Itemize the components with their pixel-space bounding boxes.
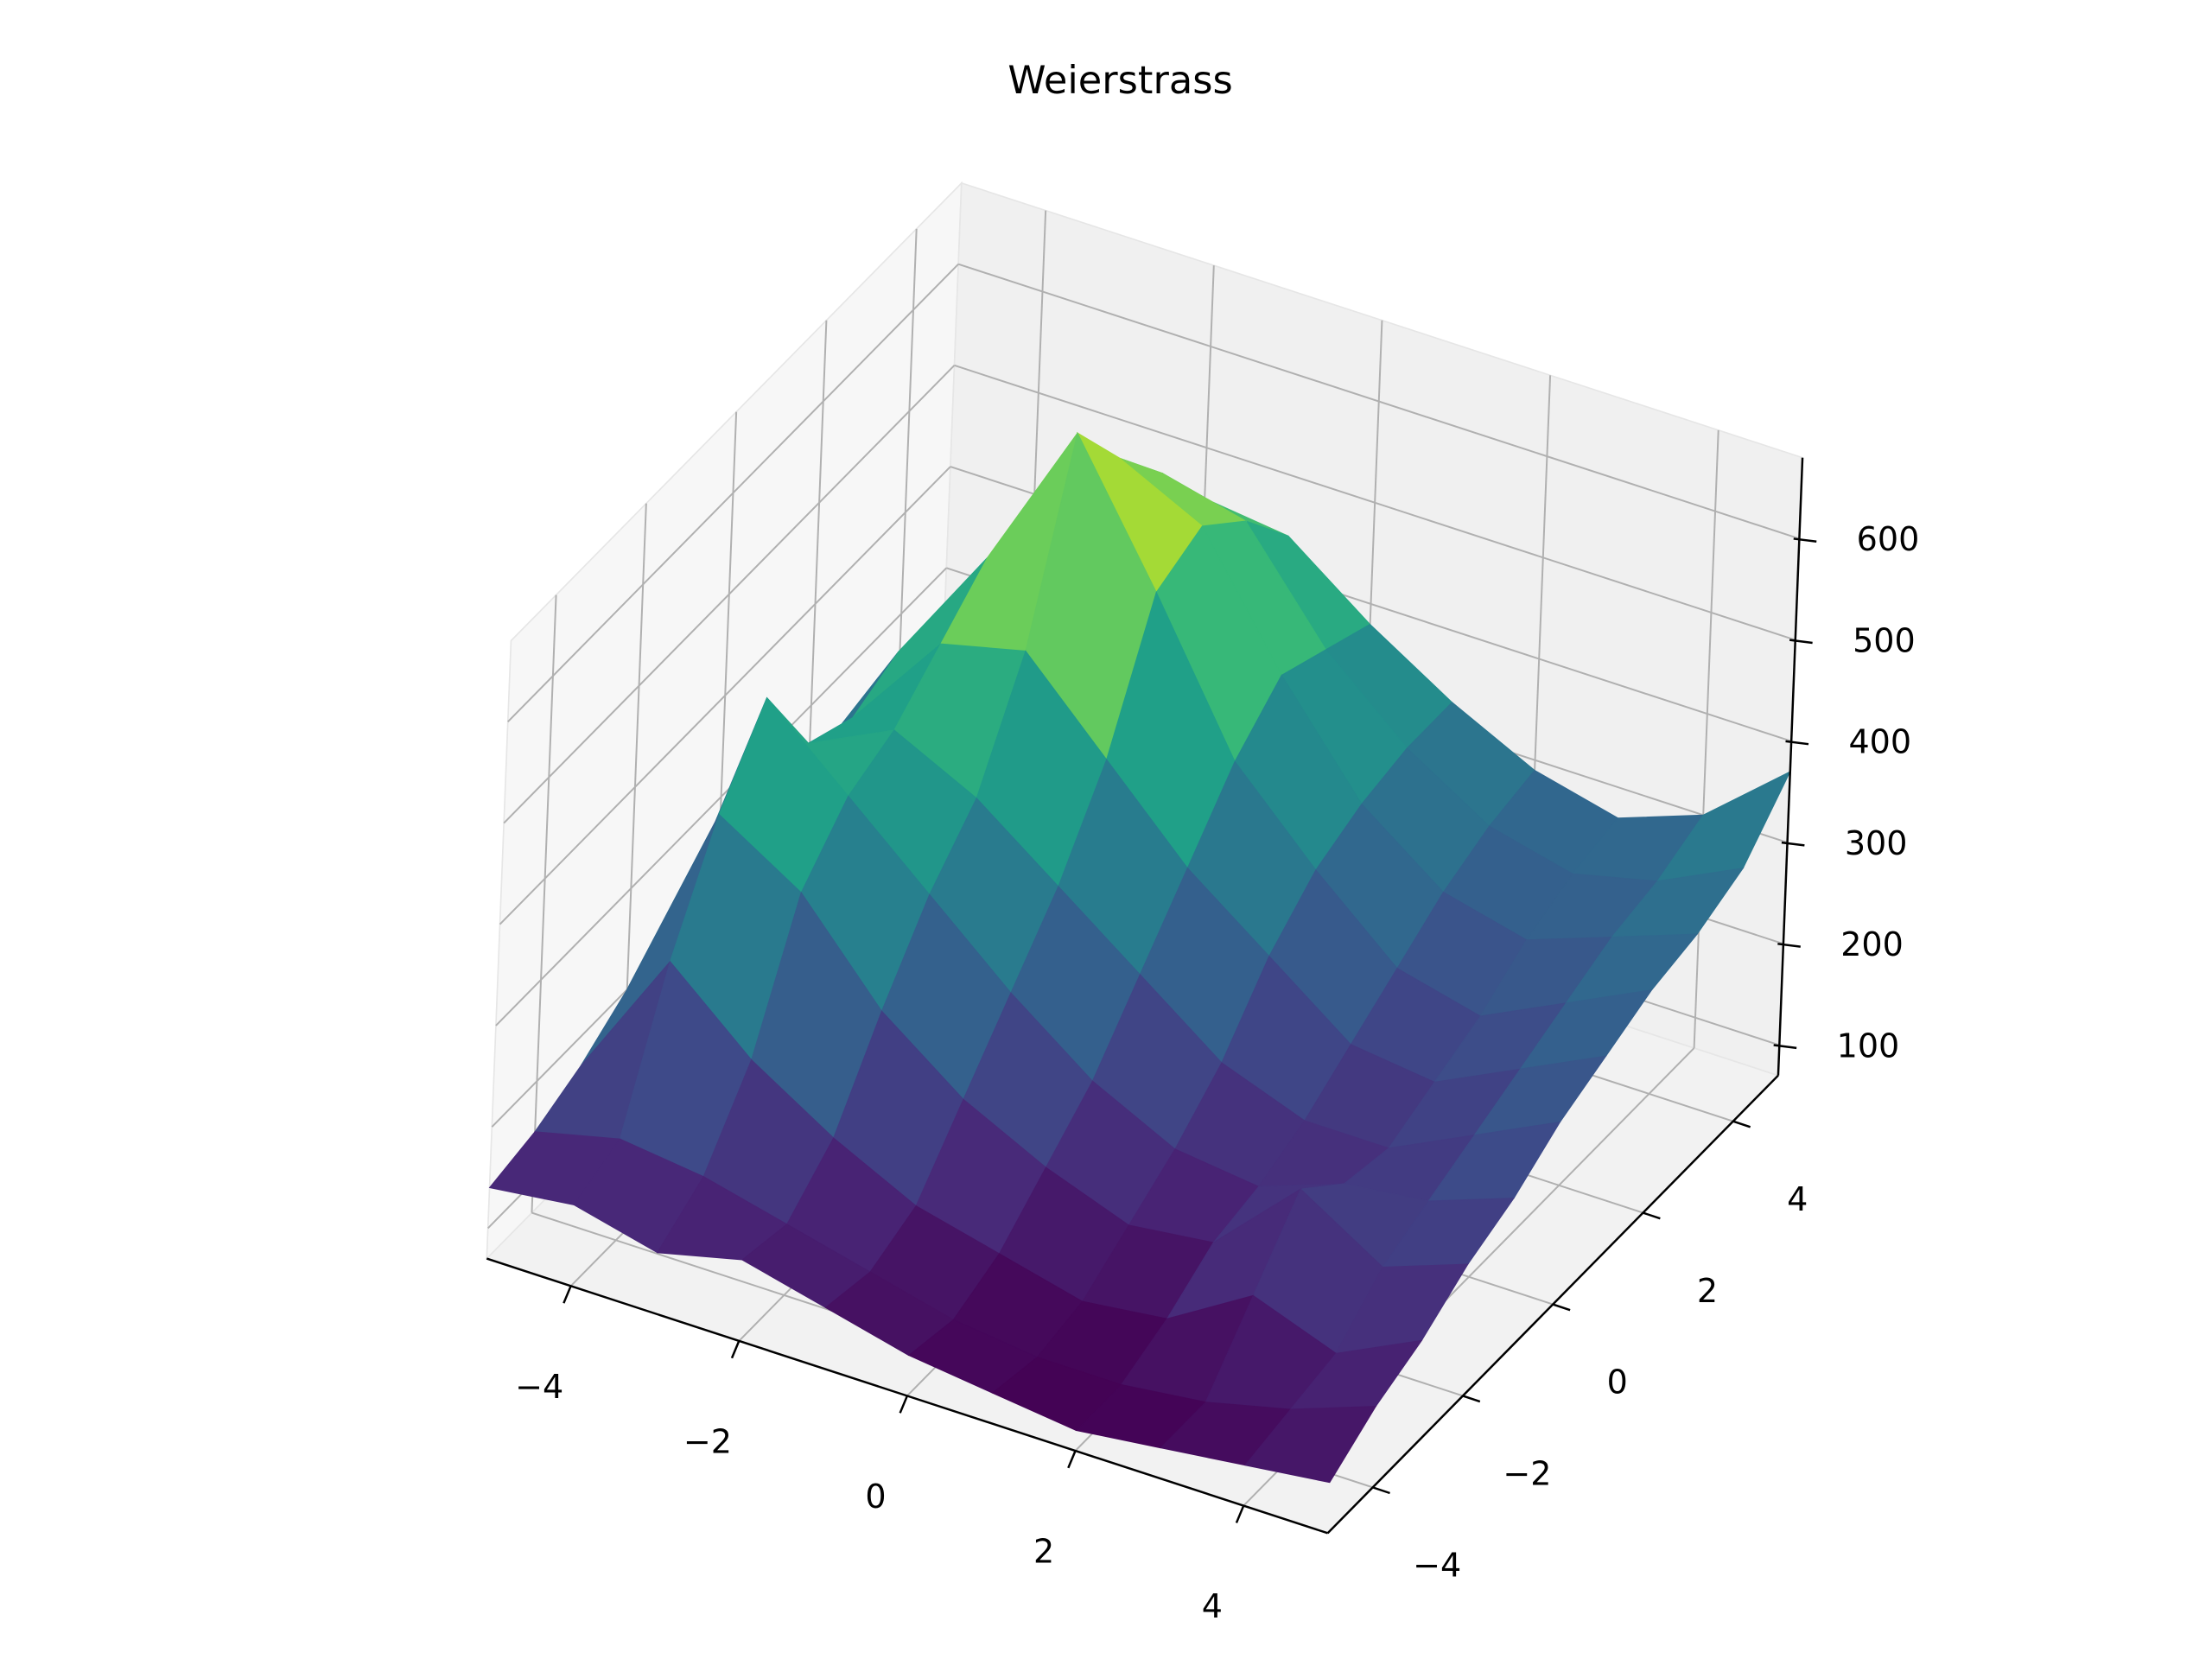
y-tick — [1643, 1211, 1661, 1220]
grid-line — [954, 364, 1796, 641]
x-tick-label: −2 — [683, 1423, 732, 1461]
grid-line — [531, 594, 557, 1213]
y-tick-label: 4 — [1787, 1180, 1808, 1218]
chart-title: Weierstrass — [1007, 58, 1232, 103]
grid-line — [1693, 429, 1719, 1048]
y-tick — [1552, 1303, 1571, 1312]
z-tick — [1777, 943, 1801, 948]
axis-line — [1777, 457, 1804, 1076]
y-tick-label: 0 — [1607, 1363, 1628, 1402]
grid-line — [503, 365, 956, 824]
z-tick-label: 100 — [1837, 1027, 1900, 1065]
surface-patch — [1244, 1406, 1377, 1484]
grid-line — [495, 567, 948, 1027]
x-tick — [1067, 1450, 1077, 1469]
z-tick — [1773, 1044, 1797, 1050]
y-tick — [1462, 1395, 1481, 1403]
y-tick-label: 2 — [1697, 1272, 1718, 1310]
x-tick — [563, 1285, 572, 1304]
grid-line — [957, 263, 1800, 540]
x-tick-label: 2 — [1033, 1533, 1054, 1571]
y-tick — [1732, 1120, 1751, 1128]
grid-line — [507, 263, 959, 722]
x-tick-label: 0 — [865, 1478, 886, 1516]
x-tick — [899, 1395, 909, 1414]
y-tick — [1372, 1486, 1390, 1495]
z-tick — [1781, 841, 1805, 847]
z-tick-label: 300 — [1845, 824, 1908, 862]
z-tick — [1789, 639, 1813, 645]
z-tick-label: 400 — [1848, 723, 1911, 761]
z-tick-label: 200 — [1840, 925, 1904, 963]
y-tick-label: −4 — [1413, 1547, 1461, 1585]
x-tick — [730, 1340, 741, 1359]
y-tick-label: −2 — [1503, 1455, 1551, 1493]
z-tick — [1785, 740, 1809, 746]
x-tick — [1235, 1505, 1245, 1523]
grid-line — [499, 466, 951, 925]
z-tick-label: 500 — [1853, 621, 1916, 659]
z-tick — [1793, 537, 1817, 543]
axis-line — [486, 1257, 1328, 1535]
axis-line — [1326, 1074, 1779, 1535]
x-tick-label: 4 — [1202, 1587, 1223, 1625]
x-tick-label: −4 — [515, 1368, 563, 1406]
z-tick-label: 600 — [1857, 520, 1920, 558]
